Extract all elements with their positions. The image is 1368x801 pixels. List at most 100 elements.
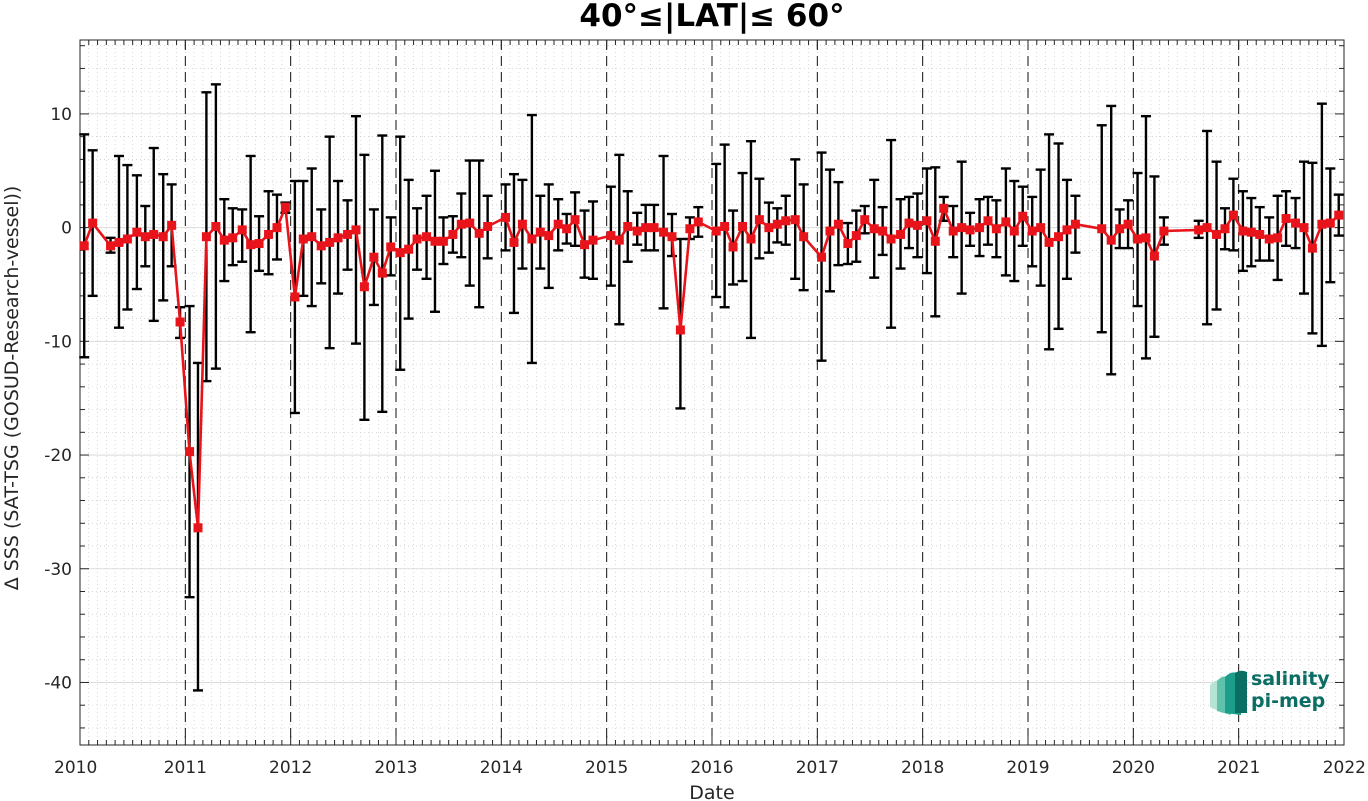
data-point	[948, 226, 958, 236]
data-point	[649, 223, 659, 233]
data-point	[580, 240, 590, 250]
data-point	[1291, 218, 1301, 228]
data-point	[922, 216, 932, 226]
data-point	[588, 235, 598, 245]
data-point	[237, 225, 247, 235]
x-tick-label: 2021	[1217, 758, 1260, 778]
data-point	[1307, 243, 1317, 253]
data-point	[149, 229, 159, 239]
y-tick-label: -30	[44, 560, 72, 580]
data-point	[693, 217, 703, 227]
error-bars	[79, 83, 1344, 692]
x-tick-label: 2022	[1323, 758, 1366, 778]
data-point	[483, 221, 493, 231]
data-point	[728, 242, 738, 252]
data-point	[246, 240, 256, 250]
data-point	[395, 248, 405, 258]
data-point	[377, 268, 387, 278]
data-point	[860, 215, 870, 225]
data-point	[280, 202, 290, 212]
data-point	[140, 232, 150, 242]
data-point	[1159, 226, 1169, 236]
logo-line2: pi-mep	[1251, 690, 1325, 712]
logo-line1: salinity	[1251, 668, 1330, 690]
data-point	[272, 223, 282, 233]
year-lines	[184, 40, 1240, 745]
data-point	[122, 234, 132, 244]
data-point	[1281, 214, 1291, 224]
data-point	[1097, 224, 1107, 234]
data-point	[659, 227, 669, 237]
data-point	[746, 234, 756, 244]
data-point	[1220, 224, 1230, 234]
data-point	[106, 241, 116, 251]
data-point	[351, 225, 361, 235]
data-point	[1062, 225, 1072, 235]
data-point	[965, 225, 975, 235]
data-point	[219, 235, 229, 245]
data-point	[359, 282, 369, 292]
data-point	[1027, 226, 1037, 236]
y-tick-labels: 10 0 -10 -20 -30 -40	[44, 105, 72, 694]
x-tick-label: 2011	[164, 758, 207, 778]
data-point	[667, 232, 677, 242]
data-point	[957, 223, 967, 233]
data-point	[517, 219, 527, 229]
data-point	[614, 235, 624, 245]
data-point	[1054, 232, 1064, 242]
data-point	[1123, 219, 1133, 229]
data-point	[711, 226, 721, 236]
data-point	[562, 224, 572, 234]
y-tick-label: -20	[44, 446, 72, 466]
data-point	[430, 236, 440, 246]
data-point	[764, 223, 774, 233]
data-point	[843, 239, 853, 249]
data-point	[738, 221, 748, 231]
data-point	[623, 221, 633, 231]
data-point	[675, 325, 685, 335]
data-point	[343, 229, 353, 239]
data-point	[851, 231, 861, 241]
data-point	[799, 232, 809, 242]
data-point	[325, 237, 335, 247]
y-tick-label: -10	[44, 332, 72, 352]
data-point	[720, 221, 730, 231]
data-point	[158, 232, 168, 242]
data-point	[438, 236, 448, 246]
x-tick-label: 2019	[1006, 758, 1049, 778]
data-point	[754, 215, 764, 225]
data-point	[825, 226, 835, 236]
data-point	[939, 203, 949, 213]
y-tick-label: 0	[61, 219, 72, 239]
data-point	[1255, 229, 1265, 239]
data-point	[1264, 234, 1274, 244]
data-point	[254, 239, 264, 249]
data-point	[333, 233, 343, 243]
data-point	[1238, 226, 1248, 236]
data-point	[1001, 217, 1011, 227]
data-point	[114, 237, 124, 247]
error-bar	[886, 138, 897, 329]
data-point	[211, 221, 221, 231]
data-point	[448, 229, 458, 239]
data-point	[422, 232, 432, 242]
data-point	[79, 241, 89, 251]
data-point	[1036, 223, 1046, 233]
data-point	[316, 241, 326, 251]
data-point	[527, 234, 537, 244]
data-point	[781, 216, 791, 226]
data-point	[307, 232, 317, 242]
data-point	[1141, 233, 1151, 243]
data-point	[474, 228, 484, 238]
data-point	[1009, 226, 1019, 236]
data-point	[833, 219, 843, 229]
data-point	[1044, 237, 1054, 247]
data-point	[553, 219, 563, 229]
data-point	[386, 242, 396, 252]
x-tick-label: 2017	[796, 758, 839, 778]
data-point	[1018, 211, 1028, 221]
data-point	[193, 523, 203, 533]
y-tick-label: -40	[44, 673, 72, 693]
chart-title: 40°≤|LAT|≤ 60°	[579, 0, 844, 34]
